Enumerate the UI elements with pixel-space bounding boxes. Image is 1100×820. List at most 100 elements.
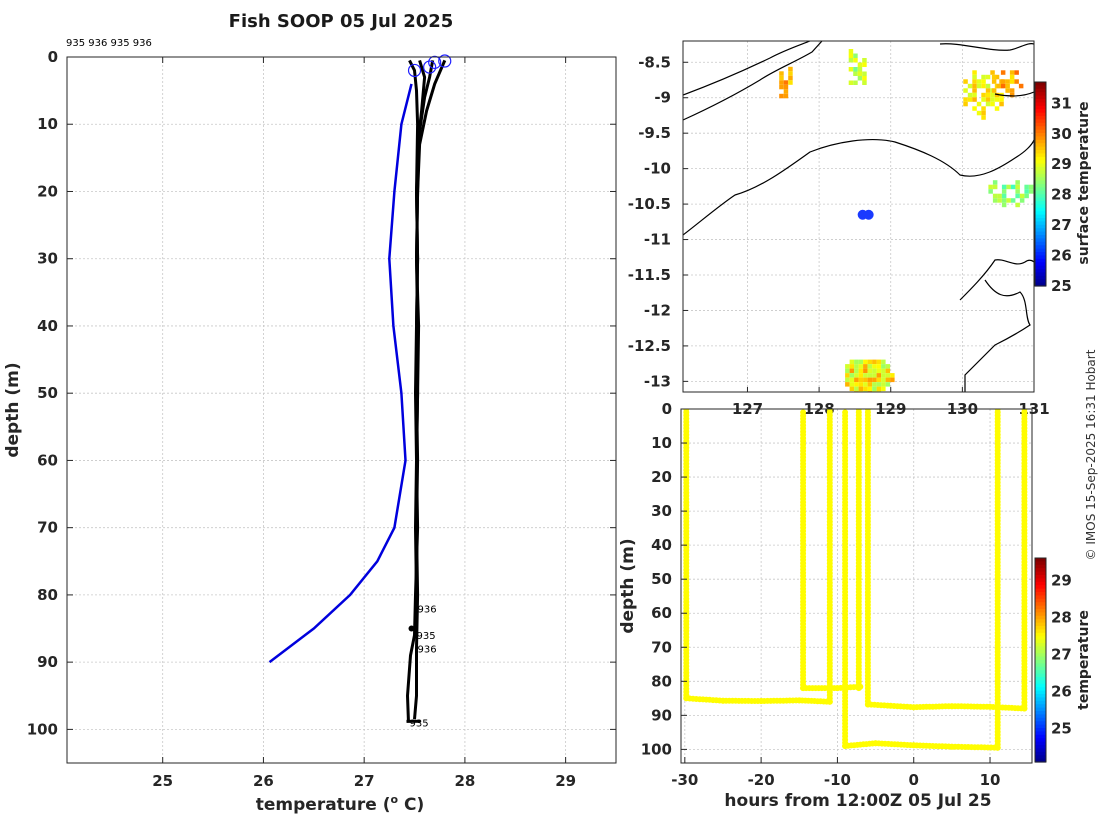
sst-cell bbox=[885, 382, 891, 387]
map-colorbar-segment bbox=[1035, 99, 1046, 103]
timeseries-colorbar-segment bbox=[1035, 711, 1046, 715]
sst-cell bbox=[862, 80, 867, 85]
sst-cell bbox=[1028, 184, 1034, 190]
map-colorbar-segment bbox=[1035, 156, 1046, 161]
sst-cell bbox=[988, 189, 993, 194]
sst-cell bbox=[990, 70, 995, 75]
map-chart: 127 128 129 130 131-8.5-9-9.5-10-10.5-11-11.… bbox=[628, 40, 1092, 418]
sst-cell bbox=[783, 80, 789, 85]
sst-cell bbox=[885, 377, 891, 383]
map-colorbar-segment bbox=[1035, 112, 1046, 117]
sst-cell bbox=[981, 83, 986, 89]
map-colorbar-segment bbox=[1035, 167, 1046, 171]
profile-y-label: depth (m) bbox=[3, 362, 23, 457]
sst-cell bbox=[994, 97, 1000, 102]
sst-cell bbox=[845, 368, 850, 374]
timeseries-colorbar-frame bbox=[1034, 557, 1047, 763]
sst-cell bbox=[848, 80, 854, 85]
sst-cell bbox=[1006, 198, 1011, 203]
sst-cell bbox=[881, 368, 886, 374]
map-colorbar-segment bbox=[1035, 187, 1046, 192]
sst-cell bbox=[854, 368, 859, 374]
sst-cell bbox=[1014, 79, 1019, 84]
profile-cast-label: 935 bbox=[417, 631, 436, 642]
map-y-tick-label: -12 bbox=[644, 301, 671, 319]
timeseries-y-tick-label: 50 bbox=[651, 570, 672, 588]
map-colorbar-segment bbox=[1035, 228, 1046, 233]
timeseries-colorbar-tick-label: 27 bbox=[1051, 645, 1072, 663]
timeseries-colorbar-segment bbox=[1035, 666, 1046, 671]
sst-cell bbox=[876, 382, 882, 387]
profile-y-tick-label: 100 bbox=[27, 720, 58, 738]
ship-position-marker bbox=[863, 209, 874, 220]
timeseries-colorbar-segment bbox=[1035, 680, 1046, 685]
profile-y-tick-label: 80 bbox=[37, 586, 58, 604]
credit-text: © IMOS 15-Sep-2025 16:31 Hobart bbox=[1084, 349, 1098, 560]
sst-cell bbox=[854, 382, 859, 387]
map-y-tick-label: -11 bbox=[644, 231, 671, 249]
map-colorbar-tick-label: 30 bbox=[1051, 125, 1072, 143]
sst-cell bbox=[845, 364, 850, 369]
sst-cell bbox=[981, 79, 986, 84]
map-y-tick-label: -11.5 bbox=[628, 266, 671, 284]
timeseries-colorbar-segment bbox=[1035, 677, 1046, 681]
timeseries-data-point bbox=[1021, 705, 1028, 712]
sst-cell bbox=[849, 377, 855, 383]
profile-start-marker bbox=[428, 55, 442, 69]
sst-cell bbox=[857, 76, 863, 81]
timeseries-colorbar-segment bbox=[1035, 626, 1046, 630]
sst-cell bbox=[985, 92, 991, 98]
map-colorbar-segment bbox=[1035, 160, 1046, 165]
timeseries-colorbar-segment bbox=[1035, 704, 1046, 709]
sst-cell bbox=[854, 377, 859, 383]
sst-cell bbox=[976, 79, 982, 84]
map-colorbar-tick-label: 26 bbox=[1051, 247, 1072, 265]
profile-start-marker bbox=[423, 60, 437, 74]
map-colorbar-segment bbox=[1035, 221, 1046, 226]
timeseries-colorbar-segment bbox=[1035, 558, 1046, 562]
sst-cell bbox=[1001, 193, 1007, 199]
timeseries-y-tick-label: 80 bbox=[651, 672, 672, 690]
sst-cell bbox=[876, 377, 882, 383]
sst-cell bbox=[991, 79, 997, 84]
sst-cell bbox=[1000, 70, 1006, 75]
sst-cell bbox=[872, 382, 877, 387]
profile-y-tick-label: 90 bbox=[37, 653, 58, 671]
sst-cell bbox=[779, 93, 784, 99]
map-colorbar-tick-label: 29 bbox=[1051, 155, 1072, 173]
sst-cell bbox=[876, 373, 882, 378]
map-colorbar-segment bbox=[1035, 150, 1046, 154]
map-colorbar-tick-label: 28 bbox=[1051, 186, 1072, 204]
map-colorbar-segment bbox=[1035, 173, 1046, 178]
sst-cell bbox=[985, 97, 991, 102]
profile-x-tick-label: 25 bbox=[152, 772, 173, 790]
timeseries-colorbar-segment bbox=[1035, 612, 1046, 617]
timeseries-y-tick-label: 0 bbox=[662, 400, 672, 418]
sst-cell bbox=[963, 88, 968, 93]
sst-cell bbox=[985, 88, 991, 93]
sst-cell bbox=[997, 198, 1002, 203]
sst-cell bbox=[997, 193, 1002, 199]
map-y-tick-label: -13 bbox=[644, 372, 671, 390]
sst-cell bbox=[783, 84, 789, 90]
timeseries-colorbar-segment bbox=[1035, 564, 1046, 569]
timeseries-colorbar-segment bbox=[1035, 741, 1046, 746]
timeseries-colorbar-segment bbox=[1035, 670, 1046, 675]
map-colorbar-segment bbox=[1035, 109, 1046, 114]
map-plot-frame bbox=[682, 40, 1035, 393]
sst-cell bbox=[788, 66, 793, 72]
map-colorbar-segment bbox=[1035, 235, 1046, 239]
profile-cast-label: 936 bbox=[418, 645, 437, 656]
sst-cell bbox=[981, 106, 986, 111]
sst-cell bbox=[1005, 83, 1010, 89]
map-colorbar-segment bbox=[1035, 170, 1046, 175]
map-colorbar-segment bbox=[1035, 122, 1046, 127]
sst-cell bbox=[1006, 184, 1011, 190]
sst-cell bbox=[858, 364, 864, 369]
profile-top-labels: 935 936 935 936 bbox=[66, 38, 152, 49]
sst-cell bbox=[967, 83, 973, 89]
timeseries-y-tick-label: 10 bbox=[651, 434, 672, 452]
timeseries-y-tick-label: 90 bbox=[651, 706, 672, 724]
map-colorbar-segment bbox=[1035, 204, 1046, 209]
sst-cell bbox=[890, 377, 895, 383]
